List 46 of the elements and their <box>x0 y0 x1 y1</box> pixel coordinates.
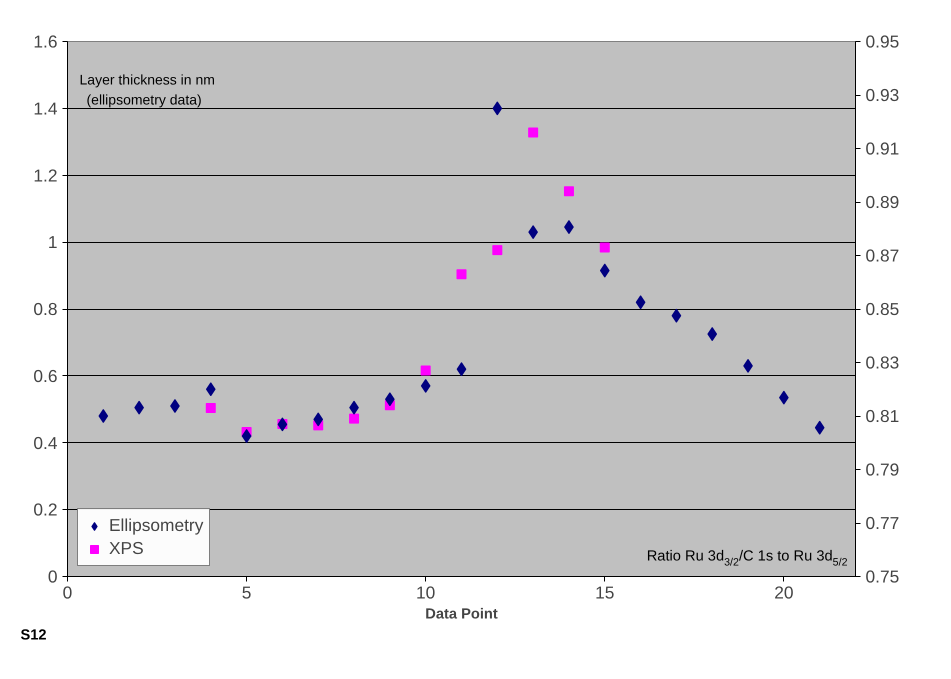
y2-tick-label: 0.85 <box>866 299 900 319</box>
y2-tick-label: 0.87 <box>866 246 900 266</box>
y-tick-label: 0.2 <box>33 500 58 520</box>
y2-tick-label: 0.89 <box>866 192 900 212</box>
point <box>349 414 360 424</box>
point <box>420 366 431 376</box>
legend-label: XPS <box>109 538 144 559</box>
y-tick-label: 1.2 <box>33 165 58 186</box>
point <box>564 186 574 196</box>
point <box>492 245 502 256</box>
point <box>313 412 324 426</box>
text: S12 <box>20 628 47 644</box>
legend-label: Ellipsometry <box>109 515 204 536</box>
point <box>456 269 466 280</box>
y2-tick-label: 0.79 <box>866 460 900 480</box>
y2-tick-label: 0.91 <box>866 138 900 158</box>
x-tick-label: 0 <box>62 582 72 602</box>
y-tick-label: 1.4 <box>33 98 58 118</box>
y2-tick-label: 0.93 <box>866 85 900 105</box>
y-tick-label: 0.4 <box>33 432 58 453</box>
point <box>600 264 610 278</box>
point <box>206 382 216 396</box>
point <box>528 127 538 138</box>
x-tick-label: 5 <box>242 582 252 602</box>
y-axis-title: Layer thickness in nm (ellipsometry data) <box>80 72 215 108</box>
y2-tick-label: 0.77 <box>866 513 900 533</box>
x-axis-title: Data Point <box>425 606 498 622</box>
y-tick-label: 1.6 <box>33 32 58 52</box>
y-tick-label: 0 <box>48 566 58 586</box>
y-tick-label: 0.6 <box>33 366 58 386</box>
point <box>420 378 431 393</box>
y2-tick-label: 0.95 <box>866 32 900 52</box>
point <box>814 420 825 435</box>
y2-tick-label: 0.75 <box>866 566 900 586</box>
y2-tick-label: 0.81 <box>866 406 900 426</box>
x-tick-label: 15 <box>595 582 614 602</box>
y-tick-label: 0.8 <box>33 299 58 319</box>
point <box>492 101 502 116</box>
point <box>98 409 108 423</box>
point <box>206 402 216 413</box>
y2-tick-label: 0.83 <box>866 352 900 372</box>
point <box>707 327 718 342</box>
x-tick-label: 20 <box>774 582 794 602</box>
y-tick-label: 1 <box>48 232 58 252</box>
point <box>600 242 610 252</box>
x-tick-label: 10 <box>416 582 436 602</box>
